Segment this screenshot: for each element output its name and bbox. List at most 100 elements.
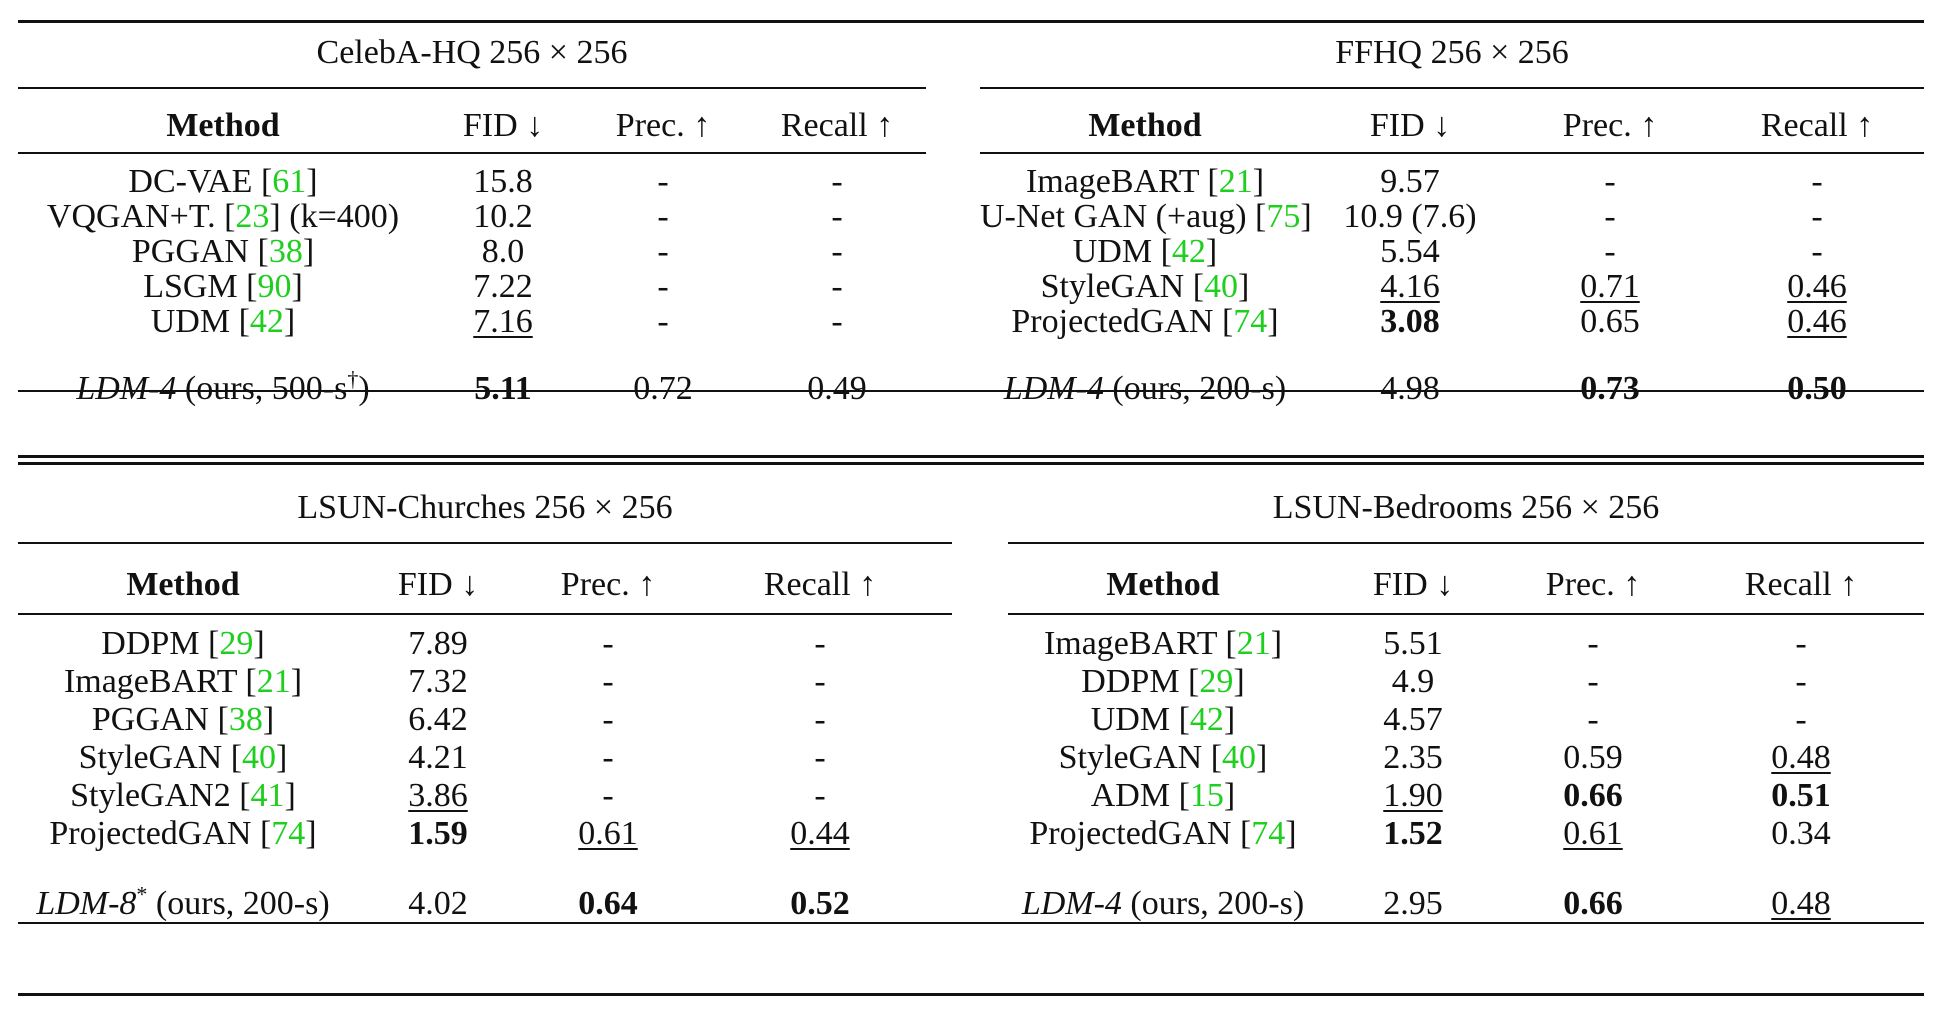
fid-value: 7.32: [408, 663, 468, 700]
method-cell: LDM-4 (ours, 200-s): [1008, 873, 1318, 935]
citation-link[interactable]: 29: [1199, 663, 1234, 700]
citation-link[interactable]: 42: [249, 302, 284, 340]
prec-value: -: [657, 197, 669, 235]
method-cell: StyleGAN [40]: [18, 739, 348, 777]
fid-cell: 4.57: [1318, 701, 1508, 739]
recall-value: -: [831, 302, 843, 340]
fid-value: 15.8: [473, 162, 533, 200]
prec-cell: -: [528, 777, 688, 815]
fid-cell: 1.90: [1318, 777, 1508, 815]
method-suffix: ]: [1285, 815, 1297, 852]
method-cell: StyleGAN2 [41]: [18, 777, 348, 815]
fid-value: 4.16: [1380, 267, 1440, 305]
recall-cell: 0.48: [1678, 873, 1924, 935]
citation-link[interactable]: 75: [1266, 197, 1301, 235]
citation-link[interactable]: 61: [272, 162, 307, 200]
method-suffix: ] (k=400): [269, 197, 400, 235]
table-row: PGGAN [38] 6.42 - -: [18, 701, 952, 739]
method-cell: DDPM [29]: [1008, 663, 1318, 701]
prec-cell: 0.65: [1510, 304, 1710, 339]
header-row: Method FID ↓ Prec. ↑ Recall ↑: [18, 557, 952, 613]
citation-link[interactable]: 40: [242, 739, 277, 776]
citation-link[interactable]: 42: [1189, 701, 1224, 738]
fid-cell: 4.98: [1310, 359, 1510, 419]
column-header: Method: [1106, 566, 1220, 603]
recall-value: -: [1811, 197, 1823, 235]
citation-link[interactable]: 74: [271, 815, 306, 852]
recall-value: 0.50: [1787, 370, 1847, 407]
citation-link[interactable]: 40: [1222, 739, 1257, 776]
recall-cell: -: [748, 304, 926, 339]
method-name: ProjectedGAN [: [49, 815, 272, 852]
citation-link[interactable]: 40: [1204, 267, 1239, 305]
method-suffix: ]: [1256, 739, 1268, 776]
method-suffix: ]: [1223, 777, 1236, 814]
prec-value: -: [1587, 663, 1599, 700]
citation-link[interactable]: 74: [1233, 302, 1268, 340]
method-name: StyleGAN [: [1058, 739, 1223, 776]
citation-link[interactable]: 29: [219, 625, 254, 662]
prec-cell: 0.61: [1508, 815, 1678, 853]
citation-link[interactable]: 38: [228, 701, 263, 738]
method-cell: ProjectedGAN [74]: [18, 815, 348, 853]
ours-superscript: †: [347, 366, 359, 392]
method-name: U-Net GAN (+aug) [: [980, 197, 1267, 235]
fid-value: 2.95: [1383, 885, 1443, 922]
method-suffix: ]: [1270, 625, 1283, 662]
fid-value: 3.86: [408, 777, 468, 814]
method-cell: UDM [42]: [1008, 701, 1318, 739]
prec-cell: -: [578, 304, 748, 339]
fid-value: 1.59: [408, 815, 468, 852]
column-header: FID ↓: [1372, 566, 1454, 603]
fid-cell: 4.9: [1318, 663, 1508, 701]
fid-value: 7.16: [473, 302, 533, 340]
citation-link[interactable]: 90: [257, 267, 292, 305]
method-name: StyleGAN [: [1040, 267, 1205, 305]
prec-value: 0.66: [1563, 777, 1623, 814]
table-row: DC-VAE [61] 15.8 - -: [18, 164, 926, 199]
recall-cell: -: [1710, 234, 1924, 269]
citation-link[interactable]: 23: [235, 197, 270, 235]
recall-value: -: [831, 232, 843, 270]
column-header: Recall ↑: [763, 566, 877, 603]
fid-value: 4.02: [408, 885, 468, 922]
fid-cell: 1.59: [348, 815, 528, 853]
fid-value: 10.2: [473, 197, 533, 235]
citation-link[interactable]: 21: [256, 663, 291, 700]
column-header: Prec. ↑: [1562, 107, 1658, 144]
ours-close-paren: ): [1292, 885, 1305, 922]
citation-link[interactable]: 42: [1171, 232, 1206, 270]
citation-link[interactable]: 15: [1189, 777, 1224, 814]
spacer-row: [18, 853, 952, 873]
method-cell: VQGAN+T. [23] (k=400): [18, 199, 428, 234]
prec-value: 0.72: [633, 370, 693, 407]
method-cell: PGGAN [38]: [18, 701, 348, 739]
recall-cell: -: [688, 701, 952, 739]
recall-value: -: [1795, 625, 1807, 662]
fid-cell: 9.57: [1310, 164, 1510, 199]
ours-model-name: LDM-4: [1003, 370, 1104, 407]
prec-value: 0.65: [1580, 302, 1640, 340]
table-row: UDM [42] 4.57 - -: [1008, 701, 1924, 739]
recall-cell: -: [748, 234, 926, 269]
citation-link[interactable]: 21: [1218, 162, 1253, 200]
recall-cell: 0.51: [1678, 777, 1924, 815]
citation-link[interactable]: 74: [1251, 815, 1286, 852]
top-rule: [18, 20, 1924, 23]
method-name: DDPM [: [1081, 663, 1200, 700]
method-name: PGGAN [: [91, 701, 229, 738]
bedrooms-results-table: Method FID ↓ Prec. ↑ Recall ↑ ImageBART [21]…: [1008, 557, 1924, 935]
citation-link[interactable]: 41: [250, 777, 285, 814]
spacer-row: [18, 613, 952, 625]
citation-link[interactable]: 21: [1236, 625, 1271, 662]
recall-cell: -: [748, 199, 926, 234]
fid-value: 1.52: [1383, 815, 1443, 852]
ffhq-title-rule: [980, 87, 1924, 89]
recall-cell: 0.34: [1678, 815, 1924, 853]
method-name: StyleGAN [: [78, 739, 243, 776]
citation-link[interactable]: 38: [268, 232, 303, 270]
table-row: StyleGAN2 [41] 3.86 - -: [18, 777, 952, 815]
header-rule-bottom-right: [1008, 613, 1924, 615]
recall-value: 0.44: [790, 815, 850, 852]
ours-rule-top: [18, 390, 1924, 392]
